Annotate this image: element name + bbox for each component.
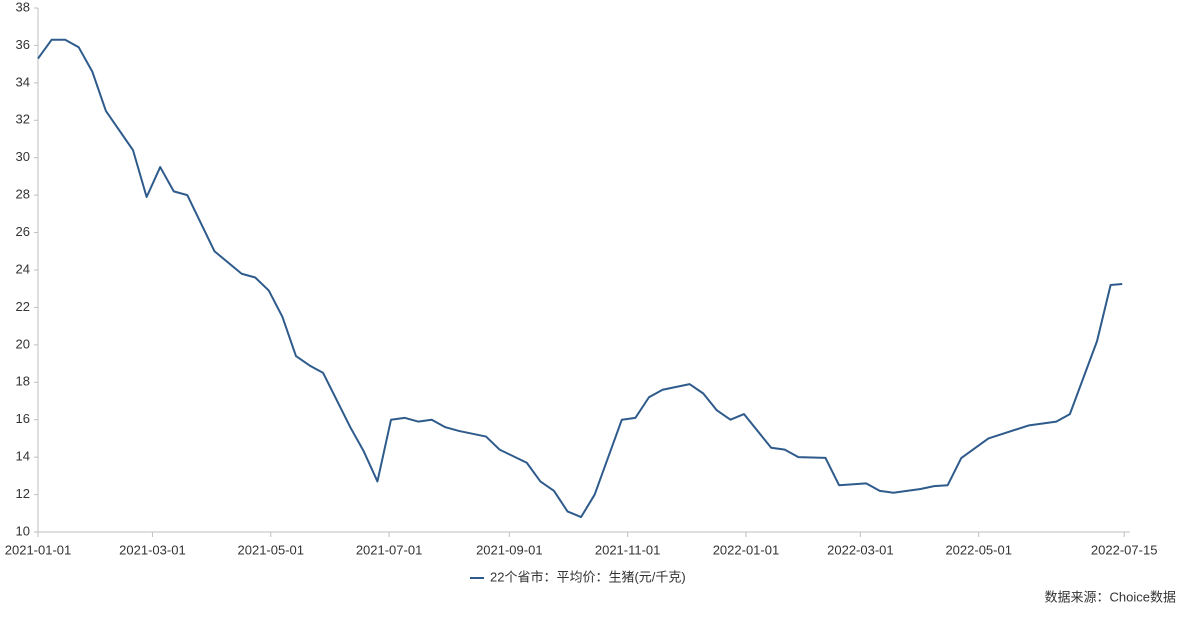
x-tick-label: 2021-11-01 [595,542,661,557]
y-tick-label: 12 [16,486,30,501]
legend-label: 22个省市：平均价：生猪(元/千克) [490,569,686,584]
y-tick-label: 22 [16,299,30,314]
data-line [37,38,1123,519]
y-tick-label: 14 [16,449,30,464]
y-tick-label: 32 [16,112,30,127]
x-tick-label: 2022-05-01 [945,542,1012,557]
x-tick-label: 2021-03-01 [119,542,186,557]
y-tick-label: 10 [16,523,30,538]
y-tick-label: 24 [16,261,30,276]
y-tick-label: 30 [16,149,30,164]
y-tick-label: 16 [16,411,30,426]
x-tick-label: 2021-05-01 [238,542,305,557]
y-tick-label: 28 [16,187,30,202]
y-tick-label: 20 [16,336,30,351]
source-note: 数据来源：Choice数据 [1045,589,1176,604]
x-tick-label: 2021-09-01 [476,542,543,557]
y-tick-label: 18 [16,374,30,389]
x-tick-label: 2022-07-15 [1091,542,1158,557]
y-tick-label: 36 [16,37,30,52]
x-tick-label: 2021-01-01 [5,542,72,557]
x-tick-label: 2021-07-01 [356,542,423,557]
y-tick-label: 34 [16,74,30,89]
y-tick-label: 26 [16,224,30,239]
y-tick-label: 38 [16,0,30,14]
x-tick-label: 2022-01-01 [713,542,780,557]
x-tick-label: 2022-03-01 [827,542,894,557]
